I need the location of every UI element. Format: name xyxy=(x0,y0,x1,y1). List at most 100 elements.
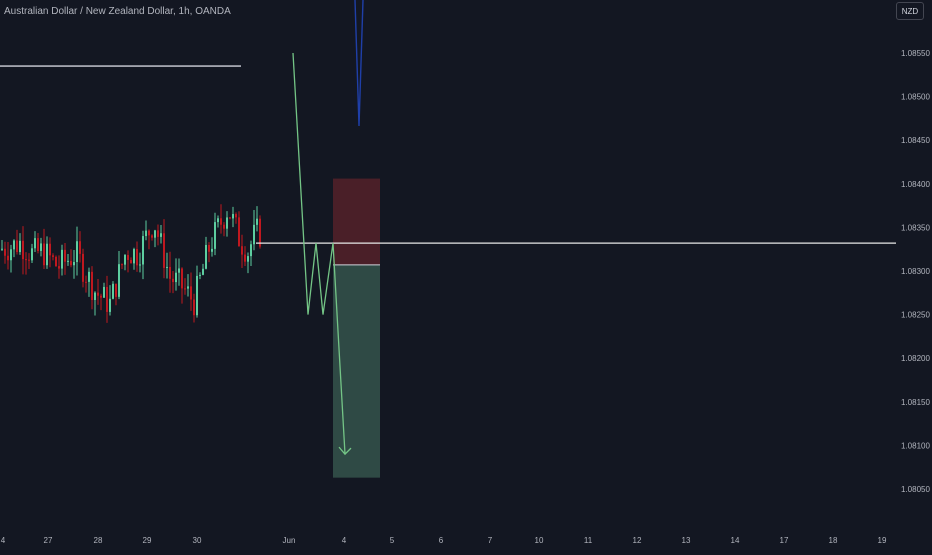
time-axis-label: 13 xyxy=(682,536,691,545)
candle xyxy=(151,234,153,241)
price-axis[interactable]: 1.08550 1.08500 1.08450 1.08400 1.08350 1.083… xyxy=(896,0,932,528)
candle-body xyxy=(43,243,45,266)
candle-body xyxy=(40,243,42,251)
candle-body xyxy=(46,243,48,266)
price-axis-bg xyxy=(896,0,932,528)
candle xyxy=(208,242,210,263)
candle xyxy=(100,293,102,311)
candle xyxy=(211,237,213,257)
price-axis-label: 1.08450 xyxy=(901,136,930,145)
candle xyxy=(49,237,51,268)
candle-body xyxy=(121,264,123,266)
candle xyxy=(130,257,132,264)
candle-body xyxy=(220,218,222,225)
candle-body xyxy=(10,249,12,261)
candle xyxy=(7,241,9,270)
candle-body xyxy=(145,230,147,237)
candle-body xyxy=(253,224,255,245)
time-axis-label: 10 xyxy=(535,536,544,545)
candle xyxy=(19,233,21,255)
candle-body xyxy=(85,281,87,283)
candle-body xyxy=(16,240,18,253)
candle-body xyxy=(133,249,135,264)
currency-badge[interactable]: NZD xyxy=(896,2,924,20)
candle xyxy=(91,266,93,310)
drawing-layer[interactable] xyxy=(0,0,896,478)
candle-body xyxy=(229,217,231,219)
symbol-title: Australian Dollar / New Zealand Dollar, … xyxy=(4,6,231,17)
candle xyxy=(214,212,216,256)
candle-body xyxy=(142,236,144,265)
candle-body xyxy=(115,283,117,297)
price-axis-label: 1.08300 xyxy=(901,267,930,276)
candle-body xyxy=(157,230,159,237)
candle xyxy=(223,222,225,237)
time-axis-label: 27 xyxy=(44,536,53,545)
candle-body xyxy=(205,244,207,269)
candle xyxy=(163,219,165,279)
time-axis-label: 6 xyxy=(439,536,444,545)
candle-body xyxy=(22,240,24,260)
candle xyxy=(124,254,126,271)
candle xyxy=(196,265,198,318)
projection-path[interactable] xyxy=(292,52,346,455)
blue-trend-line[interactable] xyxy=(354,0,364,127)
candle-body xyxy=(217,218,219,223)
candle xyxy=(4,241,6,264)
time-axis[interactable]: 4 27 28 29 30 Jun 4 5 6 7 10 11 12 13 14 17 18 19 xyxy=(1,536,887,545)
candle xyxy=(229,217,231,220)
candle xyxy=(97,278,99,305)
candle xyxy=(25,252,27,275)
candle-body xyxy=(88,271,90,282)
price-axis-label: 1.08550 xyxy=(901,49,930,58)
price-axis-label: 1.08400 xyxy=(901,180,930,189)
candle-body xyxy=(130,259,132,264)
candle xyxy=(73,249,75,279)
candle-body xyxy=(199,274,201,276)
candle xyxy=(82,248,84,288)
candle xyxy=(109,285,111,316)
candle xyxy=(46,236,48,269)
candle xyxy=(127,250,129,273)
candle xyxy=(220,204,222,234)
candle xyxy=(61,244,63,276)
candle xyxy=(232,206,234,228)
candle-body xyxy=(160,233,162,237)
candle xyxy=(22,226,24,275)
candle xyxy=(121,263,123,270)
candle xyxy=(70,249,72,268)
candle-body xyxy=(4,248,6,256)
candle-body xyxy=(166,266,168,268)
candle-body xyxy=(148,230,150,236)
time-axis-label: 28 xyxy=(94,536,103,545)
candle-body xyxy=(58,266,60,269)
candle-body xyxy=(106,286,108,312)
candle-body xyxy=(136,249,138,266)
candle xyxy=(85,275,87,293)
candle-body xyxy=(73,262,75,266)
price-axis-label: 1.08500 xyxy=(901,93,930,102)
candle xyxy=(199,272,201,280)
candle xyxy=(103,282,105,299)
candle-body xyxy=(97,292,99,296)
candle xyxy=(1,239,3,252)
stop-loss-zone[interactable] xyxy=(333,178,380,265)
candle xyxy=(34,231,36,252)
candle-body xyxy=(208,244,210,252)
candle xyxy=(94,291,96,316)
candle-body xyxy=(193,299,195,316)
candle-body xyxy=(31,248,33,261)
candle-body xyxy=(250,244,252,257)
candle xyxy=(64,242,66,275)
candle-body xyxy=(232,214,234,219)
candle-body xyxy=(82,253,84,282)
candle xyxy=(112,281,114,300)
time-axis-label: 5 xyxy=(390,536,395,545)
candle xyxy=(118,250,120,300)
candle xyxy=(193,293,195,323)
candle xyxy=(247,252,249,274)
candle-body xyxy=(55,256,57,267)
time-axis-label: Jun xyxy=(283,536,296,545)
